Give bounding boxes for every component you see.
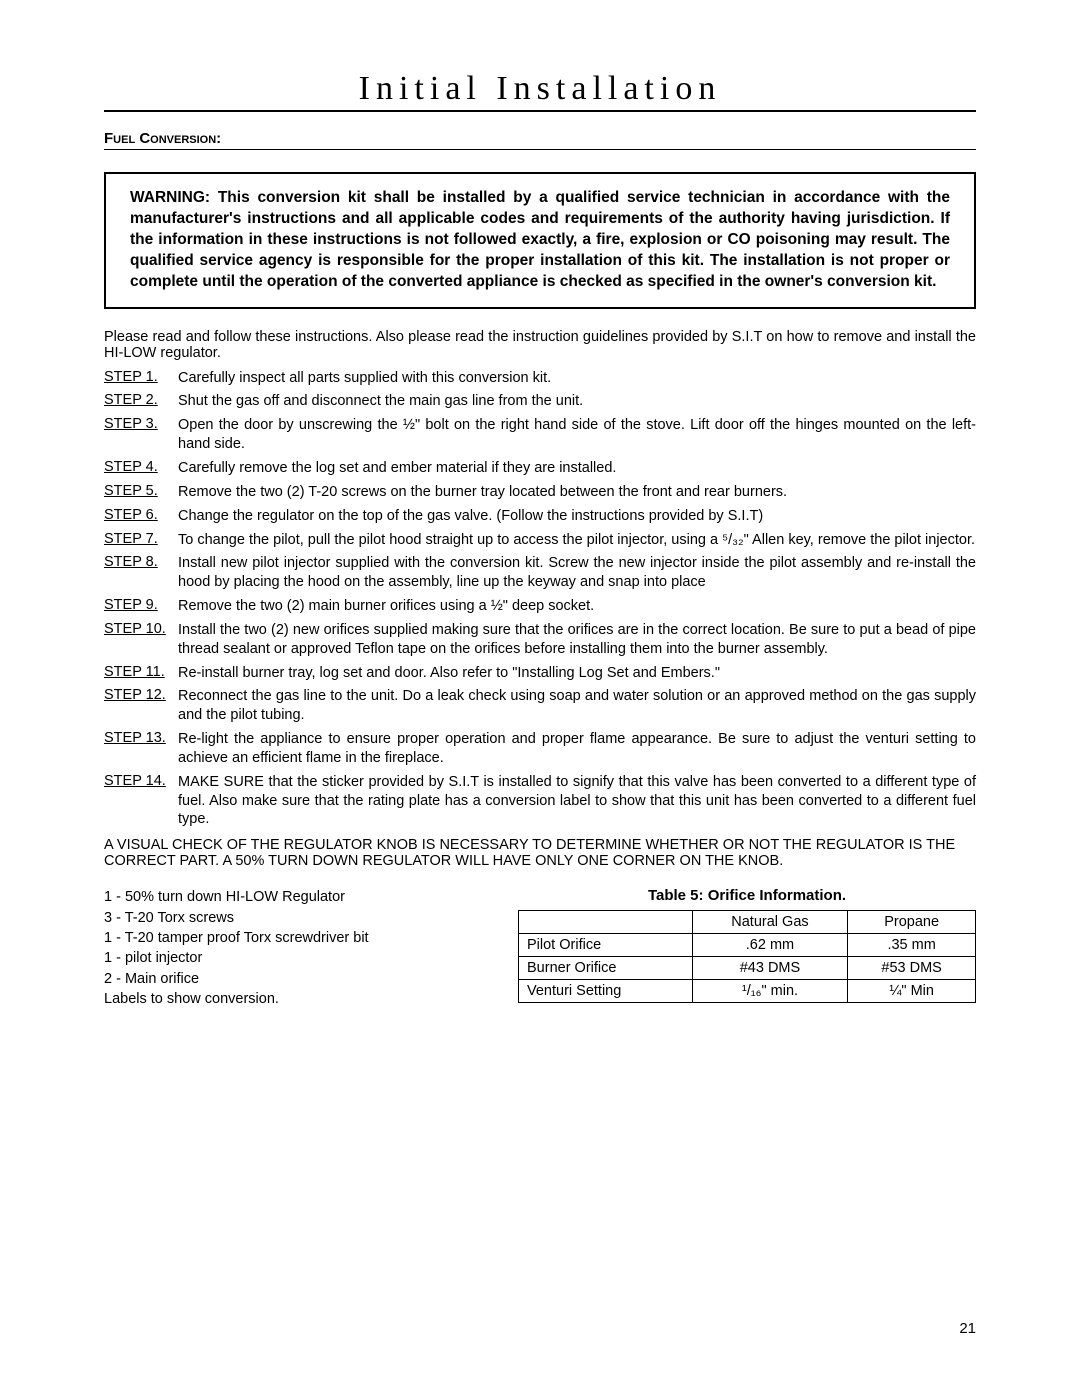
step-label: STEP 11.	[104, 664, 178, 683]
step-label: STEP 8.	[104, 554, 178, 592]
warning-box: WARNING: This conversion kit shall be in…	[104, 172, 976, 309]
step-text: Install the two (2) new orifices supplie…	[178, 621, 976, 659]
orifice-table: Natural GasPropanePilot Orifice.62 mm.35…	[518, 910, 976, 1003]
section-heading: Fuel Conversion:	[104, 130, 976, 150]
page-number: 21	[959, 1320, 976, 1337]
table-header-cell	[519, 911, 693, 934]
step-row: STEP 11.Re-install burner tray, log set …	[104, 664, 976, 683]
table-header-cell: Propane	[848, 911, 976, 934]
step-text: Remove the two (2) T-20 screws on the bu…	[178, 483, 976, 502]
step-row: STEP 4.Carefully remove the log set and …	[104, 459, 976, 478]
step-label: STEP 13.	[104, 730, 178, 768]
table-cell: ¹/₁₆" min.	[692, 980, 848, 1003]
intro-paragraph: Please read and follow these instruction…	[104, 329, 976, 361]
parts-list-item: 3 - T-20 Torx screws	[104, 908, 494, 928]
step-label: STEP 6.	[104, 507, 178, 526]
step-label: STEP 1.	[104, 369, 178, 388]
step-text: Shut the gas off and disconnect the main…	[178, 392, 976, 411]
step-label: STEP 3.	[104, 416, 178, 454]
step-row: STEP 7.To change the pilot, pull the pil…	[104, 531, 976, 550]
step-text: Remove the two (2) main burner orifices …	[178, 597, 976, 616]
parts-list-item: 1 - 50% turn down HI-LOW Regulator	[104, 887, 494, 907]
table-cell: ¼" Min	[848, 980, 976, 1003]
step-row: STEP 8.Install new pilot injector suppli…	[104, 554, 976, 592]
orifice-table-block: Table 5: Orifice Information. Natural Ga…	[518, 887, 976, 1009]
step-row: STEP 3.Open the door by unscrewing the ½…	[104, 416, 976, 454]
table-cell: Venturi Setting	[519, 980, 693, 1003]
step-row: STEP 13.Re-light the appliance to ensure…	[104, 730, 976, 768]
step-label: STEP 14.	[104, 773, 178, 830]
table-cell: #53 DMS	[848, 957, 976, 980]
step-text: MAKE SURE that the sticker provided by S…	[178, 773, 976, 830]
table-cell: #43 DMS	[692, 957, 848, 980]
parts-list-item: 1 - T-20 tamper proof Torx screwdriver b…	[104, 928, 494, 948]
step-text: Change the regulator on the top of the g…	[178, 507, 976, 526]
table-cell: .35 mm	[848, 934, 976, 957]
table-row: Venturi Setting¹/₁₆" min.¼" Min	[519, 980, 976, 1003]
table-caption: Table 5: Orifice Information.	[518, 887, 976, 904]
step-label: STEP 10.	[104, 621, 178, 659]
table-row: Burner Orifice#43 DMS#53 DMS	[519, 957, 976, 980]
step-label: STEP 4.	[104, 459, 178, 478]
step-row: STEP 1.Carefully inspect all parts suppl…	[104, 369, 976, 388]
visual-check-note: A VISUAL CHECK OF THE REGULATOR KNOB IS …	[104, 837, 976, 869]
step-text: Carefully inspect all parts supplied wit…	[178, 369, 976, 388]
step-text: Re-install burner tray, log set and door…	[178, 664, 976, 683]
table-cell: .62 mm	[692, 934, 848, 957]
table-cell: Pilot Orifice	[519, 934, 693, 957]
table-cell: Burner Orifice	[519, 957, 693, 980]
step-label: STEP 5.	[104, 483, 178, 502]
step-row: STEP 6.Change the regulator on the top o…	[104, 507, 976, 526]
step-text: Reconnect the gas line to the unit. Do a…	[178, 687, 976, 725]
step-row: STEP 5.Remove the two (2) T-20 screws on…	[104, 483, 976, 502]
step-text: Install new pilot injector supplied with…	[178, 554, 976, 592]
step-text: To change the pilot, pull the pilot hood…	[178, 531, 976, 550]
page-title: Initial Installation	[104, 70, 976, 112]
parts-list-item: 1 - pilot injector	[104, 948, 494, 968]
step-row: STEP 12.Reconnect the gas line to the un…	[104, 687, 976, 725]
step-row: STEP 2.Shut the gas off and disconnect t…	[104, 392, 976, 411]
step-text: Re-light the appliance to ensure proper …	[178, 730, 976, 768]
parts-list-item: Labels to show conversion.	[104, 989, 494, 1009]
step-row: STEP 10.Install the two (2) new orifices…	[104, 621, 976, 659]
parts-list: 1 - 50% turn down HI-LOW Regulator3 - T-…	[104, 887, 494, 1009]
step-label: STEP 12.	[104, 687, 178, 725]
table-header-cell: Natural Gas	[692, 911, 848, 934]
step-label: STEP 9.	[104, 597, 178, 616]
table-row: Pilot Orifice.62 mm.35 mm	[519, 934, 976, 957]
step-row: STEP 9.Remove the two (2) main burner or…	[104, 597, 976, 616]
step-label: STEP 7.	[104, 531, 178, 550]
step-text: Carefully remove the log set and ember m…	[178, 459, 976, 478]
step-row: STEP 14.MAKE SURE that the sticker provi…	[104, 773, 976, 830]
step-list: STEP 1.Carefully inspect all parts suppl…	[104, 369, 976, 830]
step-text: Open the door by unscrewing the ½" bolt …	[178, 416, 976, 454]
parts-list-item: 2 - Main orifice	[104, 969, 494, 989]
bottom-columns: 1 - 50% turn down HI-LOW Regulator3 - T-…	[104, 887, 976, 1009]
step-label: STEP 2.	[104, 392, 178, 411]
